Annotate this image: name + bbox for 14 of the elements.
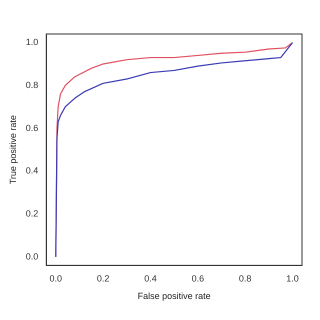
y-tick-label: 0.6 <box>26 122 38 133</box>
x-tick-label: 0.8 <box>238 273 252 284</box>
y-tick-label: 0.2 <box>26 208 38 218</box>
x-axis-title: False positive rate <box>138 291 211 302</box>
y-tick-label: 0.0 <box>26 251 38 262</box>
y-tick-label: 0.4 <box>26 166 38 176</box>
x-tick-label: 0.0 <box>50 273 62 284</box>
x-tick-label: 0.2 <box>96 273 110 284</box>
x-tick-label: 1.0 <box>286 273 299 284</box>
y-tick-label: 1.0 <box>26 37 38 48</box>
y-axis-title: True positive rate <box>8 115 18 184</box>
x-tick-label: 0.6 <box>192 273 204 284</box>
x-tick-label: 0.4 <box>144 273 157 284</box>
y-tick-label: 0.8 <box>26 80 38 90</box>
